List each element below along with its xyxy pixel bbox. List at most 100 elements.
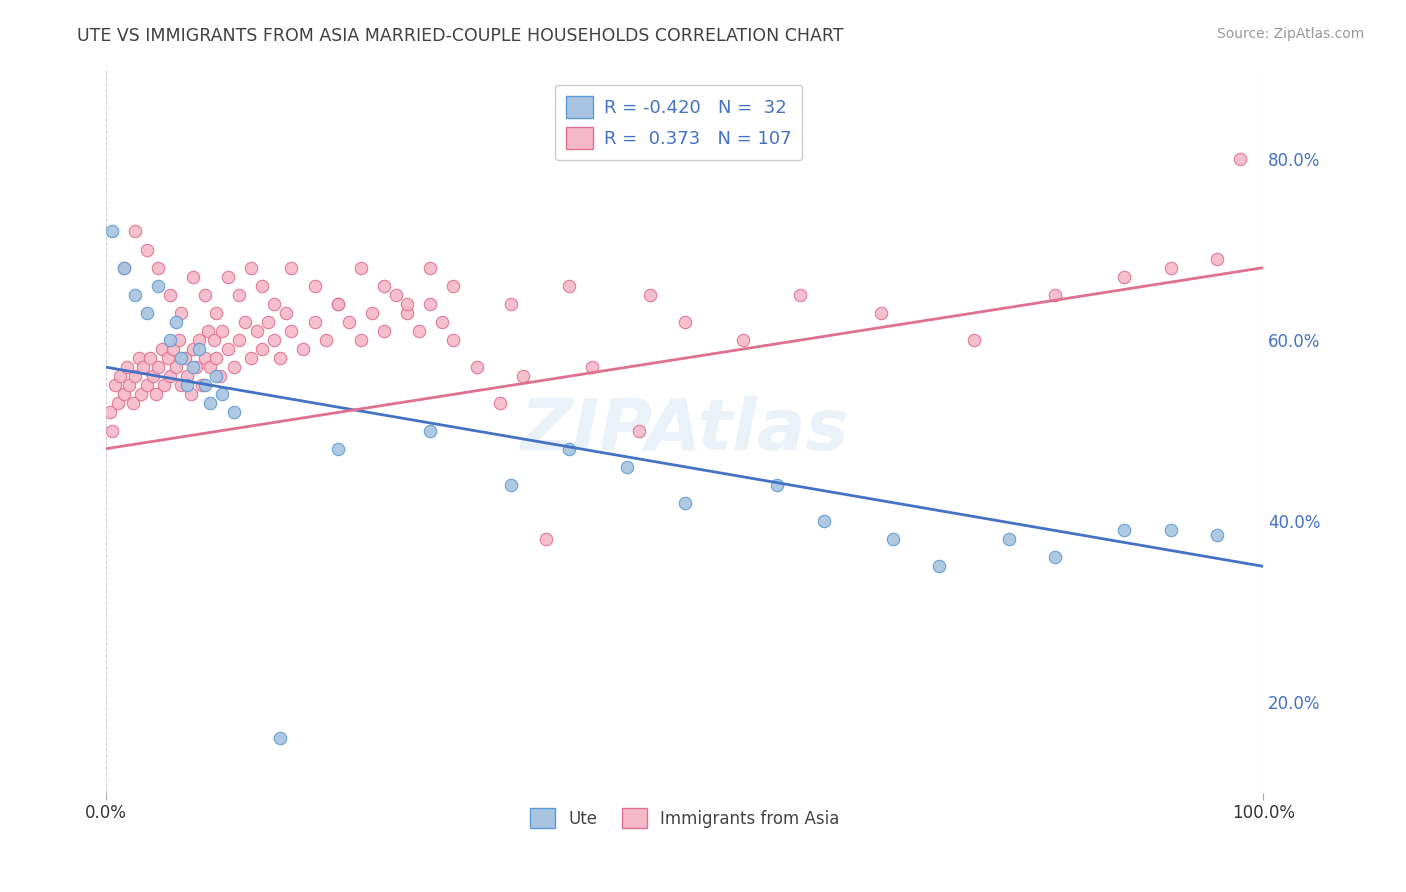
Point bbox=[441, 278, 464, 293]
Point bbox=[217, 342, 239, 356]
Point bbox=[205, 351, 228, 366]
Text: Source: ZipAtlas.com: Source: ZipAtlas.com bbox=[1216, 27, 1364, 41]
Point bbox=[222, 360, 245, 375]
Point bbox=[304, 315, 326, 329]
Point bbox=[132, 360, 155, 375]
Point bbox=[1043, 550, 1066, 565]
Point bbox=[211, 324, 233, 338]
Point bbox=[159, 333, 181, 347]
Point bbox=[181, 342, 204, 356]
Point bbox=[1114, 269, 1136, 284]
Point bbox=[263, 297, 285, 311]
Point bbox=[239, 351, 262, 366]
Point bbox=[200, 396, 222, 410]
Point bbox=[124, 224, 146, 238]
Point bbox=[441, 333, 464, 347]
Point bbox=[176, 369, 198, 384]
Point bbox=[208, 369, 231, 384]
Point bbox=[419, 260, 441, 275]
Point bbox=[180, 387, 202, 401]
Point bbox=[200, 360, 222, 375]
Point bbox=[384, 288, 406, 302]
Point bbox=[350, 333, 373, 347]
Point bbox=[673, 315, 696, 329]
Point bbox=[1160, 260, 1182, 275]
Point bbox=[98, 405, 121, 419]
Point bbox=[269, 731, 291, 746]
Point bbox=[997, 532, 1019, 546]
Point bbox=[233, 315, 256, 329]
Point bbox=[326, 442, 349, 456]
Point bbox=[465, 360, 488, 375]
Point bbox=[121, 396, 143, 410]
Point bbox=[150, 342, 173, 356]
Legend: Ute, Immigrants from Asia: Ute, Immigrants from Asia bbox=[523, 801, 846, 835]
Point bbox=[148, 278, 170, 293]
Point bbox=[1206, 252, 1229, 266]
Point bbox=[246, 324, 269, 338]
Point bbox=[326, 297, 349, 311]
Point bbox=[1160, 523, 1182, 537]
Point bbox=[581, 360, 603, 375]
Point bbox=[361, 306, 384, 320]
Point bbox=[194, 351, 217, 366]
Point bbox=[627, 424, 650, 438]
Point bbox=[534, 532, 557, 546]
Point bbox=[638, 288, 661, 302]
Point bbox=[373, 278, 395, 293]
Point bbox=[280, 324, 302, 338]
Point bbox=[373, 324, 395, 338]
Point bbox=[176, 378, 198, 392]
Point bbox=[194, 288, 217, 302]
Point bbox=[128, 351, 150, 366]
Point bbox=[269, 351, 291, 366]
Point bbox=[1114, 523, 1136, 537]
Point bbox=[928, 559, 950, 574]
Point bbox=[217, 269, 239, 284]
Point bbox=[118, 378, 141, 392]
Point bbox=[408, 324, 430, 338]
Text: ZIPAtlas: ZIPAtlas bbox=[520, 396, 849, 465]
Point bbox=[228, 333, 250, 347]
Point bbox=[108, 369, 131, 384]
Point bbox=[135, 243, 157, 257]
Point bbox=[104, 378, 127, 392]
Point bbox=[1043, 288, 1066, 302]
Point bbox=[870, 306, 893, 320]
Point bbox=[165, 360, 187, 375]
Point bbox=[124, 288, 146, 302]
Point bbox=[165, 315, 187, 329]
Point bbox=[211, 387, 233, 401]
Point bbox=[191, 378, 214, 392]
Point bbox=[280, 260, 302, 275]
Point bbox=[558, 278, 581, 293]
Point bbox=[205, 306, 228, 320]
Point bbox=[396, 306, 419, 320]
Point bbox=[274, 306, 297, 320]
Point bbox=[228, 288, 250, 302]
Point bbox=[963, 333, 986, 347]
Point bbox=[112, 260, 135, 275]
Point bbox=[112, 387, 135, 401]
Point bbox=[162, 342, 184, 356]
Point bbox=[107, 396, 129, 410]
Point bbox=[181, 360, 204, 375]
Point bbox=[101, 224, 124, 238]
Point bbox=[170, 351, 193, 366]
Point bbox=[326, 297, 349, 311]
Point bbox=[488, 396, 510, 410]
Point bbox=[252, 342, 274, 356]
Point bbox=[129, 387, 152, 401]
Point bbox=[135, 306, 157, 320]
Point bbox=[148, 360, 170, 375]
Point bbox=[187, 333, 209, 347]
Point bbox=[673, 496, 696, 510]
Point bbox=[813, 514, 835, 528]
Point bbox=[766, 478, 789, 492]
Point bbox=[197, 324, 219, 338]
Point bbox=[101, 424, 124, 438]
Point bbox=[148, 260, 170, 275]
Point bbox=[156, 351, 179, 366]
Text: UTE VS IMMIGRANTS FROM ASIA MARRIED-COUPLE HOUSEHOLDS CORRELATION CHART: UTE VS IMMIGRANTS FROM ASIA MARRIED-COUP… bbox=[77, 27, 844, 45]
Point bbox=[141, 369, 163, 384]
